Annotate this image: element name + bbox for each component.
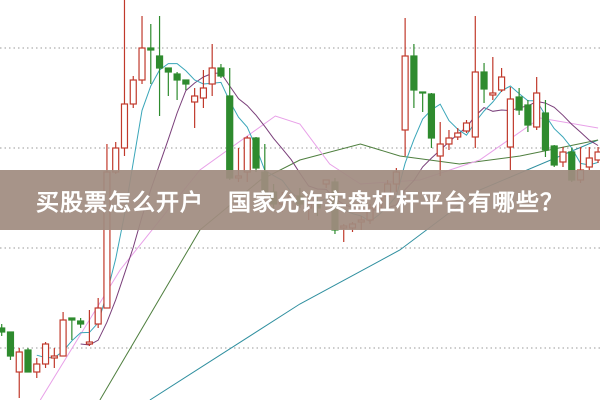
- candle-up: [401, 55, 409, 131]
- candle-down: [173, 73, 181, 81]
- candle-up: [85, 341, 94, 345]
- candle-down: [164, 67, 172, 73]
- candle-up: [585, 157, 593, 168]
- candle-up: [559, 151, 567, 163]
- candle-down: [515, 96, 523, 111]
- candle-down: [419, 91, 427, 94]
- candle-up: [436, 143, 444, 157]
- candle-up: [445, 137, 453, 145]
- candle-up: [120, 103, 129, 149]
- candle-down: [427, 93, 436, 139]
- banner-title: 买股票怎么开户 国家允许实盘杠杆平台有哪些？: [36, 190, 564, 216]
- candle-down: [252, 137, 260, 169]
- candle-up: [471, 71, 479, 138]
- candle-down: [0, 327, 6, 333]
- candle-up: [33, 363, 41, 373]
- candle-up: [208, 67, 216, 85]
- candle-down: [147, 47, 155, 51]
- candle-down: [550, 145, 558, 166]
- candle-down: [524, 104, 532, 126]
- candle-up: [59, 319, 67, 357]
- candle-down: [217, 67, 225, 77]
- candle-down: [410, 55, 418, 91]
- candle-down: [541, 112, 550, 151]
- candle-down: [182, 79, 190, 85]
- candle-up: [533, 92, 541, 128]
- candle-up: [594, 151, 600, 161]
- candle-up: [112, 147, 120, 173]
- candle-up: [41, 343, 50, 365]
- ma-pink-line: [39, 115, 599, 400]
- candle-up: [497, 76, 506, 91]
- candle-up: [462, 122, 471, 132]
- candle-up: [129, 79, 137, 105]
- candle-down: [24, 349, 32, 373]
- candle-down: [155, 55, 164, 69]
- candle-up: [191, 95, 199, 103]
- candle-up: [138, 47, 146, 81]
- candle-down: [68, 317, 76, 321]
- candle-down: [226, 95, 234, 179]
- candle-up: [199, 87, 208, 99]
- candle-up: [454, 132, 462, 138]
- title-banner: 买股票怎么开户 国家允许实盘杠杆平台有哪些？: [0, 170, 600, 230]
- candle-up: [243, 137, 251, 173]
- candle-up: [50, 355, 58, 359]
- candle-down: [6, 331, 15, 357]
- candle-up: [15, 351, 23, 373]
- candle-down: [77, 320, 85, 325]
- candle-up: [506, 98, 514, 148]
- candle-up: [489, 92, 497, 96]
- candle-down: [480, 71, 488, 90]
- candle-up: [94, 307, 102, 325]
